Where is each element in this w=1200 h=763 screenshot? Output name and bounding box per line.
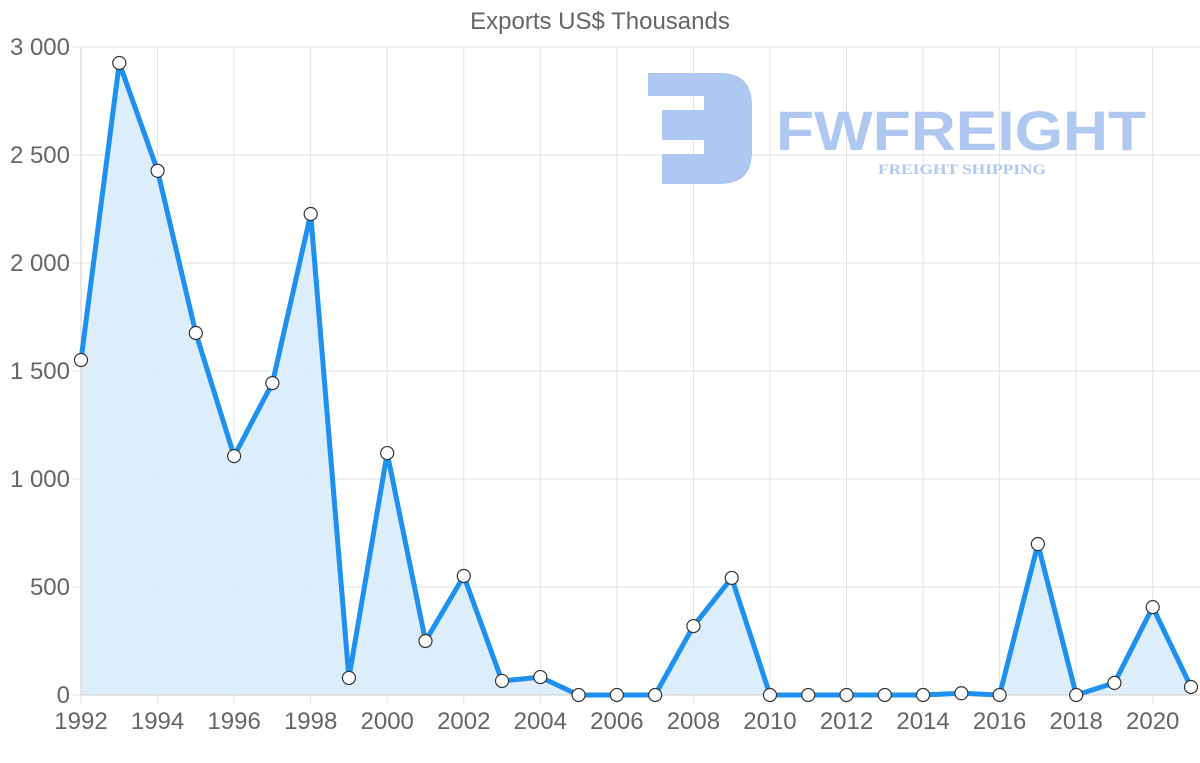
- watermark-brand: FWFREIGHT: [776, 99, 1146, 162]
- data-point[interactable]: [112, 55, 127, 71]
- x-tick-label: 1994: [131, 708, 184, 735]
- fwfreight-watermark-logo: FWFREIGHT FREIGHT SHIPPING: [648, 73, 1146, 184]
- x-tick-label: 2010: [743, 708, 796, 735]
- y-axis-ticks: 0 500 1 000 1 500 2 000 2 500 3 000: [10, 34, 70, 709]
- x-tick-label: 2018: [1049, 708, 1102, 735]
- y-tick-label: 2 500: [10, 142, 70, 169]
- data-point[interactable]: [1107, 675, 1122, 691]
- x-tick-label: 1996: [207, 708, 260, 735]
- data-point[interactable]: [456, 568, 471, 584]
- x-tick-label: 2006: [590, 708, 643, 735]
- x-tick-label: 1992: [54, 708, 107, 735]
- data-point[interactable]: [992, 687, 1007, 703]
- data-point[interactable]: [1030, 536, 1045, 552]
- y-tick-label: 1 000: [10, 466, 70, 493]
- data-point[interactable]: [150, 163, 165, 178]
- y-tick-label: 500: [30, 574, 70, 601]
- data-point[interactable]: [762, 687, 778, 703]
- data-point[interactable]: [265, 375, 280, 391]
- x-axis-ticks: 1992 1994 1996 1998 2000 2002 2004 2006 2008 2010…: [54, 708, 1179, 735]
- data-point[interactable]: [877, 687, 892, 703]
- x-tick-label: 2016: [973, 708, 1026, 735]
- data-point[interactable]: [227, 449, 242, 464]
- data-point[interactable]: [341, 670, 357, 686]
- data-point[interactable]: [954, 686, 969, 701]
- data-point[interactable]: [494, 673, 510, 689]
- x-tick-label: 2020: [1126, 708, 1179, 735]
- data-point[interactable]: [418, 633, 433, 649]
- x-tick-label: 2014: [896, 708, 949, 735]
- data-point[interactable]: [801, 687, 816, 703]
- x-tick-label: 2004: [514, 708, 567, 735]
- data-point[interactable]: [686, 618, 701, 634]
- data-point[interactable]: [1145, 599, 1160, 615]
- area-fill: [81, 63, 1191, 695]
- data-point[interactable]: [533, 669, 548, 685]
- x-tick-label: 1998: [284, 708, 337, 735]
- x-tick-label: 2002: [437, 708, 490, 735]
- y-tick-label: 1 500: [10, 358, 70, 385]
- data-point[interactable]: [380, 445, 395, 461]
- y-tick-label: 3 000: [10, 34, 70, 61]
- data-point[interactable]: [839, 687, 854, 703]
- data-line: [78, 60, 1194, 698]
- data-points: [73, 55, 1199, 703]
- data-point[interactable]: [188, 325, 203, 341]
- data-point[interactable]: [648, 687, 663, 703]
- y-tick-label: 0: [57, 682, 70, 709]
- data-point[interactable]: [571, 687, 586, 703]
- logo-mark-icon: [648, 73, 752, 184]
- data-point[interactable]: [915, 687, 931, 703]
- data-point[interactable]: [724, 570, 739, 586]
- chart-title: Exports US$ Thousands: [470, 8, 730, 35]
- data-point[interactable]: [73, 352, 89, 368]
- data-point[interactable]: [1183, 679, 1199, 695]
- watermark-tagline: FREIGHT SHIPPING: [878, 162, 1046, 178]
- data-point[interactable]: [1069, 687, 1084, 703]
- x-tick-label: 2008: [667, 708, 720, 735]
- x-tick-label: 2000: [361, 708, 414, 735]
- data-point[interactable]: [303, 206, 318, 222]
- y-tick-label: 2 000: [10, 250, 70, 277]
- data-point[interactable]: [609, 687, 624, 703]
- x-tick-label: 2012: [820, 708, 873, 735]
